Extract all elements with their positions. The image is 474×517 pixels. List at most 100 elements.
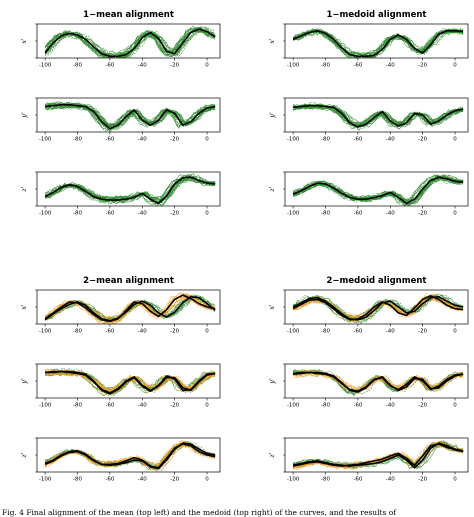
- plot-area: [44, 367, 216, 397]
- x-tick-label: 0: [453, 63, 457, 69]
- trajectory-line: [45, 102, 216, 130]
- y-axis-label: z': [20, 186, 28, 192]
- x-tick-label: -40: [138, 329, 147, 335]
- x-tick-label: -60: [105, 137, 114, 143]
- x-tick-label: -40: [386, 403, 395, 409]
- x-tick-label: -80: [73, 63, 82, 69]
- x-tick-label: -100: [287, 137, 300, 143]
- trajectory-line: [292, 104, 464, 129]
- panel-0-2: -100 -80 -60 -40 -20 0 z': [20, 171, 221, 217]
- x-tick-label: -100: [39, 211, 52, 217]
- trajectory-line: [44, 30, 216, 55]
- mean-curve-line: [44, 294, 216, 323]
- x-tick-label: -20: [170, 403, 179, 409]
- x-tick-label: -80: [321, 211, 330, 217]
- mean-curve-line: [44, 28, 216, 58]
- x-tick-label: 0: [205, 477, 209, 483]
- x-tick-label: -60: [105, 63, 114, 69]
- x-tick-label: -80: [73, 477, 82, 483]
- plot-area: [292, 173, 464, 206]
- y-axis-label: z': [20, 452, 28, 458]
- mean-curve-line: [44, 443, 216, 469]
- mean-curve-line: [293, 371, 464, 392]
- plot-area: [44, 25, 216, 58]
- trajectory-line: [292, 372, 464, 392]
- x-tick-label: 0: [205, 137, 209, 143]
- plot-area: [292, 27, 464, 58]
- x-tick-label: -100: [287, 211, 300, 217]
- x-tick-label: -100: [287, 63, 300, 69]
- plot-area: [292, 368, 464, 397]
- mean-curve-line: [293, 104, 464, 128]
- x-tick-label: -40: [386, 211, 395, 217]
- x-tick-label: -60: [353, 63, 362, 69]
- mean-curve-line: [45, 104, 216, 130]
- trajectory-line: [44, 444, 216, 468]
- x-tick-label: 0: [453, 211, 457, 217]
- trajectory-line: [292, 31, 464, 56]
- y-axis-label: x': [20, 304, 28, 310]
- x-tick-label: -100: [287, 329, 300, 335]
- x-tick-label: 0: [205, 403, 209, 409]
- trajectory-line: [44, 444, 216, 467]
- trajectory-line: [44, 445, 216, 468]
- plot-area: [44, 291, 216, 324]
- trajectory-line: [292, 106, 464, 125]
- plot-area: [292, 440, 464, 470]
- x-tick-label: -60: [353, 211, 362, 217]
- x-tick-label: -40: [138, 403, 147, 409]
- chart-title-1: 1−medoid alignment: [327, 10, 427, 20]
- y-axis-label: z': [268, 186, 276, 192]
- x-tick-label: -80: [73, 137, 82, 143]
- mean-curve-line: [292, 442, 464, 469]
- trajectory-line: [45, 28, 216, 58]
- x-tick-label: -60: [353, 137, 362, 143]
- x-tick-label: -20: [418, 137, 427, 143]
- x-tick-label: -60: [105, 329, 114, 335]
- x-tick-label: 0: [453, 137, 457, 143]
- panel-3-0: -100 -80 -60 -40 -20 0 x': [268, 289, 469, 335]
- x-tick-label: -20: [170, 329, 179, 335]
- x-tick-label: -20: [170, 477, 179, 483]
- y-axis-label: x': [268, 38, 276, 44]
- trajectory-line: [292, 294, 464, 323]
- panel-0-1: -100 -80 -60 -40 -20 0 y': [20, 97, 221, 143]
- x-tick-label: -40: [138, 137, 147, 143]
- panel-3-2: -100 -80 -60 -40 -20 0 z': [268, 437, 469, 483]
- trajectory-line: [44, 30, 216, 55]
- x-tick-label: -80: [73, 403, 82, 409]
- mean-curve-line: [292, 295, 464, 321]
- x-tick-label: -60: [353, 477, 362, 483]
- panel-2-2: -100 -80 -60 -40 -20 0 z': [20, 437, 221, 483]
- x-tick-label: -20: [418, 211, 427, 217]
- x-tick-label: 0: [205, 211, 209, 217]
- x-tick-label: -100: [287, 403, 300, 409]
- panel-1-0: -100 -80 -60 -40 -20 0 x': [268, 23, 469, 69]
- chart-title-2: 2−mean alignment: [83, 276, 174, 286]
- x-tick-label: -80: [321, 329, 330, 335]
- trajectory-line: [293, 177, 464, 205]
- panel-2-0: -100 -80 -60 -40 -20 0 x': [20, 289, 221, 335]
- x-tick-label: -60: [105, 211, 114, 217]
- panel-2-1: -100 -80 -60 -40 -20 0 y': [20, 363, 221, 409]
- trajectory-line: [44, 177, 216, 200]
- trajectory-line: [293, 27, 464, 58]
- x-tick-label: -20: [418, 477, 427, 483]
- x-tick-label: -80: [321, 403, 330, 409]
- x-tick-label: 0: [453, 329, 457, 335]
- trajectory-line: [44, 174, 216, 206]
- x-tick-label: -40: [138, 63, 147, 69]
- figure-caption: Fig. 4 Final alignment of the mean (top …: [2, 508, 397, 517]
- x-tick-label: -80: [321, 137, 330, 143]
- x-tick-label: -100: [39, 403, 52, 409]
- mean-curve-line: [45, 370, 216, 394]
- x-tick-label: -60: [105, 403, 114, 409]
- x-tick-label: -20: [170, 63, 179, 69]
- trajectory-line: [44, 296, 216, 320]
- x-tick-label: -20: [418, 403, 427, 409]
- mean-curve-line: [292, 30, 464, 58]
- y-axis-label: z': [268, 452, 276, 458]
- trajectory-line: [292, 28, 464, 58]
- x-tick-label: -80: [321, 477, 330, 483]
